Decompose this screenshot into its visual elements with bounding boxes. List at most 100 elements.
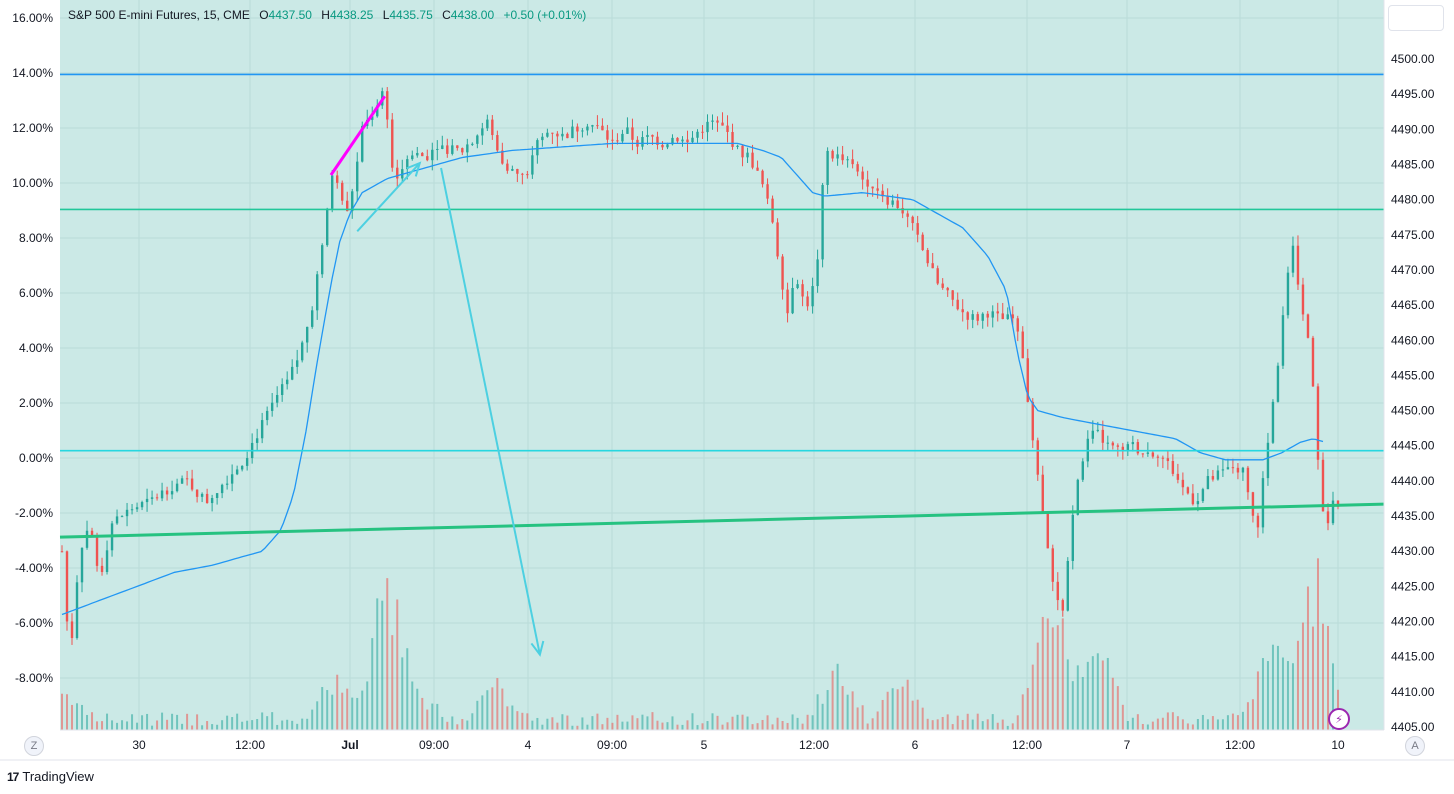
volume-bar — [281, 720, 284, 730]
candle-body — [446, 145, 449, 154]
price-scale-settings-box[interactable] — [1388, 5, 1444, 31]
candle-body — [265, 410, 269, 421]
candle-body — [496, 135, 499, 151]
candle-body — [1096, 429, 1100, 431]
candle-body — [270, 402, 274, 411]
candle-body — [125, 509, 129, 517]
volume-bar — [1196, 719, 1199, 730]
candle-body — [200, 493, 204, 497]
arrow-head — [530, 640, 545, 657]
volume-bar — [1146, 724, 1149, 730]
volume-bar — [1181, 719, 1184, 730]
candle-body — [175, 483, 179, 492]
candle-body — [801, 284, 804, 297]
candle-body — [631, 127, 634, 140]
candle-body — [205, 493, 209, 504]
candle-body — [1116, 445, 1120, 447]
volume-bar — [671, 716, 674, 730]
volume-bar — [1071, 681, 1074, 730]
candle-body — [336, 175, 339, 183]
symbol-title[interactable]: S&P 500 E-mini Futures, 15, CME — [68, 8, 250, 22]
volume-bar — [1006, 725, 1009, 730]
volume-bar — [71, 704, 74, 730]
candle-body — [891, 200, 894, 205]
candle-body — [591, 125, 594, 127]
candle-body — [1186, 487, 1190, 494]
right-axis-tick-label: 4485.00 — [1391, 157, 1435, 171]
volume-bar — [381, 600, 384, 730]
volume-bar — [511, 705, 514, 730]
auto-scale-button[interactable]: A — [1405, 736, 1425, 756]
volume-bar — [961, 719, 964, 730]
volume-bar — [521, 712, 524, 730]
candle-body — [581, 130, 584, 132]
candle-body — [1241, 467, 1245, 473]
volume-bar — [766, 715, 769, 730]
volume-bar — [1086, 661, 1089, 730]
volume-bar — [486, 690, 489, 730]
candle-body — [606, 130, 609, 140]
candle-body — [255, 438, 259, 443]
candle-body — [1021, 331, 1024, 359]
volume-bar — [841, 686, 844, 730]
lightning-icon[interactable]: ⚡ — [1328, 708, 1350, 730]
volume-bar — [786, 722, 789, 730]
volume-bar — [986, 719, 989, 730]
candle-body — [150, 497, 154, 499]
volume-bar — [621, 721, 624, 730]
volume-bar — [261, 712, 264, 730]
candle-body — [1226, 467, 1230, 470]
tradingview-brand[interactable]: 17 TradingView — [7, 769, 94, 784]
candlestick-series — [60, 87, 1340, 645]
candle-body — [1151, 452, 1155, 457]
candle-body — [396, 167, 399, 179]
volume-bar — [601, 724, 604, 730]
candle-body — [1011, 314, 1014, 319]
candle-body — [105, 550, 109, 572]
candle-body — [95, 535, 99, 566]
volume-bar — [411, 681, 414, 730]
candle-body — [661, 144, 664, 148]
right-axis-tick-label: 4425.00 — [1391, 579, 1435, 593]
right-axis-tick-label: 4490.00 — [1391, 122, 1435, 136]
candle-body — [841, 154, 844, 161]
time-axis-tick-label: 12:00 — [1012, 738, 1042, 752]
candle-body — [471, 143, 474, 145]
candle-body — [321, 245, 324, 275]
volume-bar — [471, 713, 474, 730]
volume-bar — [676, 724, 679, 730]
volume-bar — [661, 722, 664, 730]
candle-body — [1196, 501, 1200, 505]
candle-body — [466, 144, 469, 153]
zoom-button[interactable]: Z — [24, 736, 44, 756]
candle-body — [1121, 446, 1125, 451]
candle-body — [946, 287, 949, 291]
candle-body — [290, 366, 294, 380]
candle-body — [1171, 461, 1175, 474]
volume-bar — [906, 679, 909, 730]
left-axis-tick-label: 8.00% — [19, 231, 53, 245]
candle-body — [1256, 515, 1260, 528]
volume-bar — [811, 715, 814, 730]
candle-body — [1136, 442, 1140, 454]
candle-body — [1231, 467, 1235, 469]
volume-bar — [296, 723, 299, 730]
volume-bar — [1291, 663, 1294, 730]
candle-body — [185, 478, 189, 480]
volume-bar — [606, 717, 609, 730]
candle-body — [310, 310, 314, 327]
candle-body — [711, 120, 714, 122]
candle-body — [626, 127, 629, 134]
candle-body — [1321, 459, 1325, 512]
candle-body — [1081, 461, 1084, 480]
volume-bar — [1131, 717, 1134, 730]
candle-body — [931, 263, 934, 269]
volume-bar — [1216, 719, 1219, 730]
volume-bar — [311, 709, 314, 730]
candle-body — [576, 126, 579, 132]
symbol-legend: S&P 500 E-mini Futures, 15, CME O4437.50… — [68, 8, 586, 22]
open-label: O — [259, 8, 269, 22]
candle-body — [1156, 456, 1160, 458]
volume-bar — [1226, 715, 1229, 730]
